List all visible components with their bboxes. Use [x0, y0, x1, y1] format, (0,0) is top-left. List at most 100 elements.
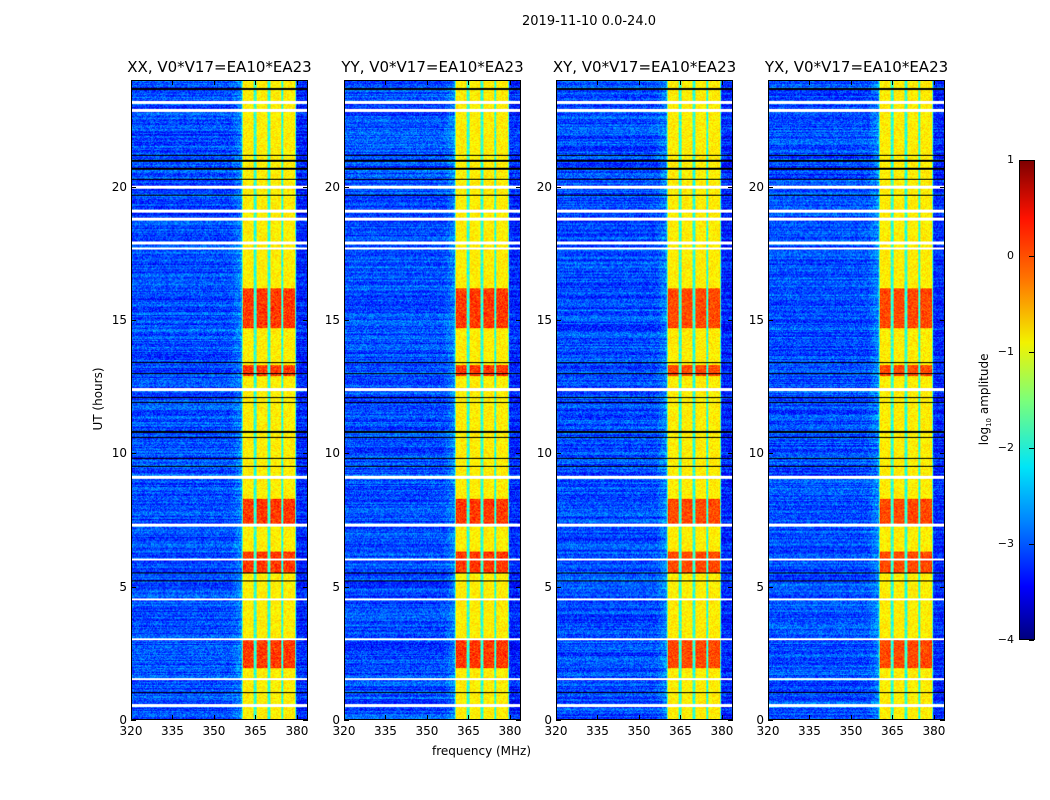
y-tick — [940, 186, 945, 188]
y-tick — [768, 586, 773, 588]
x-tick — [638, 715, 640, 720]
x-tick — [385, 715, 387, 720]
y-tick — [344, 320, 349, 321]
x-tick — [892, 715, 894, 720]
y-tick — [940, 320, 945, 321]
y-tick-label: 10 — [536, 446, 552, 461]
y-tick-label: 0 — [544, 713, 552, 727]
y-tick — [344, 186, 349, 188]
y-tick-label: 5 — [756, 579, 764, 594]
colorbar-tick — [1029, 448, 1034, 449]
x-tick — [213, 715, 215, 720]
x-tick — [172, 715, 174, 720]
x-tick — [768, 80, 769, 85]
x-tick-label: 350 — [415, 724, 439, 738]
x-tick — [213, 80, 215, 85]
x-tick — [597, 715, 599, 720]
y-tick-label: 0 — [756, 713, 764, 727]
x-tick-label: 365 — [669, 724, 692, 738]
y-tick-label: 15 — [111, 313, 127, 327]
x-tick — [680, 80, 682, 85]
x-tick — [468, 80, 470, 85]
x-tick-label: 320 — [119, 724, 143, 738]
y-tick — [516, 720, 521, 721]
x-tick — [721, 715, 723, 720]
x-tick-label: 350 — [627, 724, 651, 738]
colorbar-tick — [1029, 544, 1034, 545]
x-tick — [933, 715, 935, 720]
x-tick — [933, 80, 935, 85]
x-tick-label: 335 — [374, 724, 397, 738]
colorbar-tick-label: −1 — [997, 345, 1014, 358]
x-tick — [426, 80, 428, 85]
x-tick-label: 320 — [332, 724, 356, 738]
colorbar-tick-label: 0 — [1007, 249, 1014, 262]
x-tick-label: 365 — [244, 724, 267, 738]
x-tick-label: 380 — [922, 724, 946, 738]
panel-title: XX, V0*V17=EA10*EA23 — [127, 58, 312, 76]
x-tick — [296, 80, 298, 85]
colorbar-label-log: log — [976, 426, 991, 446]
x-tick-label: 350 — [839, 724, 863, 738]
y-tick — [728, 586, 733, 588]
y-tick-label: 15 — [748, 313, 764, 327]
y-tick — [303, 720, 308, 721]
y-tick — [768, 453, 773, 455]
heatmap-panel — [768, 80, 945, 720]
heatmap-panel — [344, 80, 521, 720]
y-tick — [303, 320, 308, 321]
panel-title: YX, V0*V17=EA10*EA23 — [764, 58, 949, 76]
y-tick — [556, 453, 561, 455]
heatmap-panel — [556, 80, 733, 720]
y-tick-label: 15 — [536, 313, 552, 327]
y-tick-label: 20 — [111, 179, 127, 194]
y-tick-label: 0 — [332, 713, 340, 727]
x-tick — [255, 80, 257, 85]
x-tick-label: 335 — [798, 724, 821, 738]
x-tick — [768, 715, 769, 720]
x-tick — [385, 80, 387, 85]
heatmap-image — [345, 81, 520, 719]
x-tick-label: 320 — [544, 724, 568, 738]
heatmap-panel — [131, 80, 308, 720]
colorbar-tick — [1029, 640, 1034, 641]
panel-title: XY, V0*V17=EA10*EA23 — [552, 58, 737, 76]
x-tick — [850, 80, 852, 85]
x-tick — [131, 715, 132, 720]
panel-title: YY, V0*V17=EA10*EA23 — [341, 58, 524, 76]
colorbar-label-rest: amplitude — [976, 353, 991, 418]
x-tick — [892, 80, 894, 85]
x-tick — [509, 80, 511, 85]
y-tick — [768, 720, 773, 721]
y-tick — [303, 453, 308, 455]
y-tick — [344, 720, 349, 721]
x-tick-label: 380 — [285, 724, 309, 738]
heatmap-image — [557, 81, 732, 719]
x-tick — [556, 80, 557, 85]
x-tick — [809, 80, 811, 85]
heatmap-image — [132, 81, 307, 719]
y-tick-label: 20 — [536, 179, 552, 194]
x-tick — [426, 715, 428, 720]
x-tick-label: 380 — [710, 724, 734, 738]
x-tick — [344, 715, 345, 720]
x-tick — [809, 715, 811, 720]
y-tick — [131, 186, 136, 188]
x-tick — [172, 80, 174, 85]
figure-title: 2019-11-10 0.0-24.0 — [522, 14, 656, 29]
y-tick — [940, 586, 945, 588]
y-tick — [303, 186, 308, 188]
y-tick — [131, 586, 136, 588]
colorbar-tick-label: −2 — [997, 441, 1014, 454]
x-tick — [509, 715, 511, 720]
x-tick — [638, 80, 640, 85]
x-axis-label: frequency (MHz) — [432, 744, 532, 758]
y-tick-label: 15 — [324, 313, 340, 327]
y-tick — [516, 586, 521, 588]
y-tick — [768, 320, 773, 321]
x-tick — [680, 715, 682, 720]
y-tick — [516, 320, 521, 321]
y-tick — [768, 186, 773, 188]
y-tick — [728, 720, 733, 721]
